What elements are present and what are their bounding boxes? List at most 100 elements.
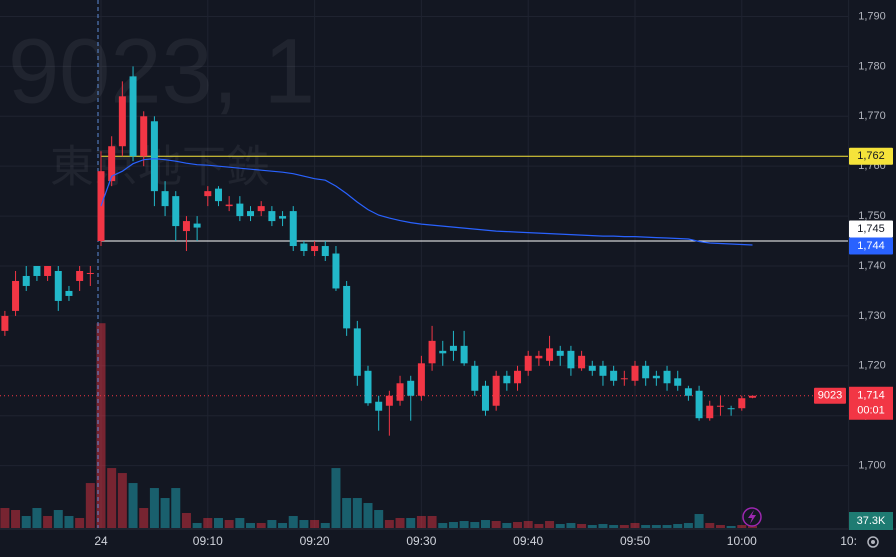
volume-bar — [192, 523, 202, 528]
volume-bar — [246, 523, 256, 528]
volume-bar — [523, 521, 533, 528]
y-tick-label: 1,790 — [858, 10, 886, 22]
candle-body — [481, 385, 489, 411]
candle-body — [279, 216, 287, 219]
y-tick-label: 1,730 — [858, 310, 886, 322]
volume-bar — [609, 525, 619, 528]
candles — [1, 66, 756, 436]
y-tick-label: 1,720 — [858, 360, 886, 372]
candle-body — [214, 188, 222, 202]
x-tick-label: 10: — [840, 534, 857, 548]
candle-body — [247, 211, 255, 217]
volume-bar — [641, 525, 651, 528]
volume-bar — [85, 483, 95, 528]
candle-body — [716, 405, 724, 407]
volume-bar — [726, 526, 736, 528]
volume-bar — [448, 522, 458, 528]
volume-bar — [459, 521, 469, 528]
volume-bar — [694, 514, 704, 528]
volume-bar — [171, 488, 181, 528]
candle-body — [129, 76, 137, 157]
candle-body — [439, 350, 447, 354]
vwap-line — [100, 158, 753, 246]
last-price-label: 1,714 — [857, 390, 885, 402]
price-line-label: 1,745 — [857, 223, 885, 235]
volume-bar — [384, 520, 394, 528]
price-line-label: 1,762 — [857, 150, 885, 162]
price-line-label-box — [849, 220, 893, 238]
volume-bar — [555, 524, 565, 528]
candle-body — [108, 146, 116, 182]
candle-body — [332, 253, 340, 289]
volume-bar — [470, 522, 480, 528]
volume-bar — [32, 508, 42, 528]
countdown: 00:01 — [857, 405, 885, 417]
y-tick-label: 1,770 — [858, 110, 886, 122]
volume-bar — [43, 516, 53, 528]
y-tick-label: 1,750 — [858, 210, 886, 222]
volume-bar — [203, 518, 213, 528]
x-tick-label: 24 — [94, 534, 108, 548]
volume-bar — [160, 498, 170, 528]
volume-bar — [374, 510, 384, 528]
candle-body — [364, 370, 372, 404]
candle-body — [748, 395, 756, 398]
alert-icon[interactable] — [742, 507, 762, 527]
x-tick-label: 09:10 — [193, 534, 223, 548]
candle-body — [1, 315, 9, 331]
y-tick-label: 1,700 — [858, 460, 886, 472]
settings-dot — [871, 540, 875, 544]
volume-bar — [310, 520, 320, 528]
volume-bar — [0, 508, 10, 528]
candle-body — [684, 388, 692, 396]
candle-body — [375, 401, 383, 411]
volume-bar — [619, 525, 629, 528]
volume-bar — [278, 523, 288, 528]
candle-body — [225, 204, 233, 207]
candle-body — [578, 355, 586, 369]
volume-bar — [21, 516, 31, 528]
axes: 1,7901,7801,7701,7601,7501,7401,7301,720… — [0, 10, 896, 548]
candle-body — [417, 363, 425, 396]
x-tick-label: 09:30 — [406, 534, 436, 548]
volume-bar — [705, 523, 715, 528]
candle-body — [97, 171, 105, 242]
volume-bar — [224, 520, 234, 528]
volume-bar — [598, 524, 608, 528]
candle-body — [428, 340, 436, 364]
vwap-label-box — [849, 237, 893, 255]
volume-bar — [395, 518, 405, 528]
volume-bar — [662, 525, 672, 528]
volume-bar — [747, 525, 757, 528]
candle-body — [118, 96, 126, 147]
candle-body — [449, 345, 457, 351]
volume-bar — [406, 518, 416, 528]
candle-body — [706, 405, 714, 419]
volume-bar — [107, 468, 117, 528]
volume-bar — [352, 498, 362, 528]
volume-bar — [75, 518, 85, 528]
candle-body — [567, 350, 575, 369]
volume-bar — [673, 524, 683, 528]
candle-body — [140, 116, 148, 157]
candle-body — [727, 408, 735, 410]
candle-body — [471, 365, 479, 391]
candle-body — [620, 378, 628, 380]
settings-icon[interactable] — [867, 536, 879, 548]
volume-bar — [577, 524, 587, 528]
candle-body — [610, 370, 618, 381]
volume-label-box — [849, 512, 893, 530]
volume-bar — [117, 473, 127, 528]
volume-bar — [235, 518, 245, 528]
candle-body — [193, 223, 201, 228]
volume-bar — [480, 520, 490, 528]
symbol-box — [814, 387, 846, 404]
candle-body — [150, 121, 158, 192]
vwap-label: 1,744 — [857, 240, 885, 252]
volume-bar — [737, 525, 747, 528]
volume-bar — [534, 524, 544, 528]
volume-bar — [11, 510, 21, 528]
candle-body — [22, 275, 30, 286]
candle-body — [503, 375, 511, 384]
volume-bar — [502, 523, 512, 528]
